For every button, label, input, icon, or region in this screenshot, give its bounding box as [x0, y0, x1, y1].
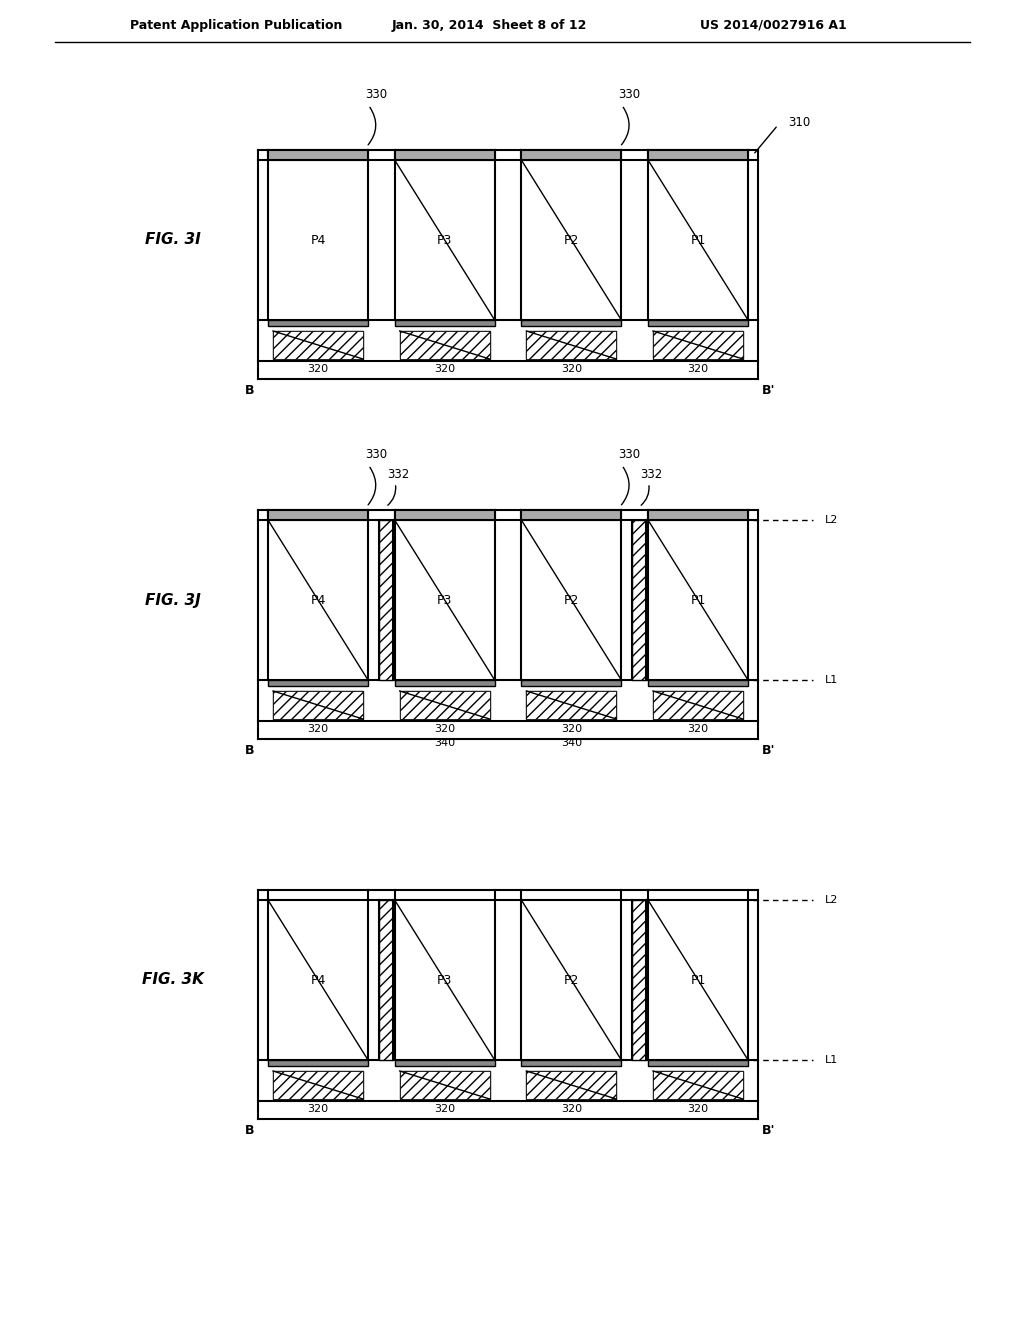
Bar [632, 520, 646, 680]
Bar [526, 331, 616, 359]
Bar [653, 690, 743, 719]
Bar [526, 1071, 616, 1100]
Bar [632, 900, 646, 1060]
Text: P2: P2 [563, 594, 579, 606]
Text: P3: P3 [437, 234, 453, 247]
Text: 332: 332 [641, 469, 663, 482]
Text: B: B [245, 744, 254, 758]
Bar [394, 680, 495, 686]
Text: L1: L1 [825, 1055, 839, 1065]
Bar [653, 1071, 743, 1100]
Text: P4: P4 [310, 974, 326, 986]
Text: 320: 320 [434, 364, 456, 374]
Text: P2: P2 [563, 974, 579, 986]
Bar [521, 1060, 622, 1067]
Text: 340: 340 [561, 738, 582, 748]
Text: 320: 320 [687, 723, 709, 734]
Text: 320: 320 [561, 364, 582, 374]
Bar [653, 690, 743, 719]
Bar [268, 150, 368, 160]
Text: 330: 330 [618, 449, 641, 462]
Text: 320: 320 [307, 364, 329, 374]
Bar [268, 510, 368, 520]
Bar [273, 1071, 362, 1100]
Bar [653, 1071, 743, 1100]
Bar [268, 1060, 368, 1067]
Bar [394, 510, 495, 520]
Bar [653, 331, 743, 359]
Text: P2: P2 [563, 234, 579, 247]
Text: L2: L2 [825, 515, 839, 525]
Text: B': B' [762, 384, 775, 397]
Text: 320: 320 [561, 723, 582, 734]
Bar [648, 680, 748, 686]
Text: B: B [245, 384, 254, 397]
Text: 330: 330 [618, 88, 641, 102]
Bar [268, 680, 368, 686]
Bar [521, 150, 622, 160]
Bar [648, 1060, 748, 1067]
Text: 320: 320 [307, 1104, 329, 1114]
Text: 320: 320 [687, 364, 709, 374]
Text: 340: 340 [434, 738, 456, 748]
Text: FIG. 3I: FIG. 3I [145, 232, 201, 248]
Text: FIG. 3J: FIG. 3J [145, 593, 201, 607]
Bar [268, 319, 368, 326]
Bar [521, 510, 622, 520]
Text: P1: P1 [690, 234, 706, 247]
Bar [273, 690, 362, 719]
Bar [521, 319, 622, 326]
Bar [273, 690, 362, 719]
Text: L1: L1 [825, 675, 839, 685]
Bar [399, 1071, 489, 1100]
Text: P4: P4 [310, 234, 326, 247]
Bar [526, 1071, 616, 1100]
Text: B': B' [762, 744, 775, 758]
Text: 320: 320 [687, 1104, 709, 1114]
Text: 320: 320 [561, 1104, 582, 1114]
Text: 320: 320 [434, 1104, 456, 1114]
Bar [648, 319, 748, 326]
Text: P4: P4 [310, 594, 326, 606]
Bar [521, 680, 622, 686]
Text: L2: L2 [825, 895, 839, 906]
Text: 332: 332 [387, 469, 410, 482]
Bar [399, 690, 489, 719]
Bar [526, 331, 616, 359]
Text: 320: 320 [307, 723, 329, 734]
Bar [394, 319, 495, 326]
Text: FIG. 3K: FIG. 3K [142, 973, 204, 987]
Text: B': B' [762, 1125, 775, 1138]
Text: P1: P1 [690, 594, 706, 606]
Bar [399, 1071, 489, 1100]
Text: 320: 320 [434, 723, 456, 734]
Text: Patent Application Publication: Patent Application Publication [130, 18, 342, 32]
Text: US 2014/0027916 A1: US 2014/0027916 A1 [700, 18, 847, 32]
Bar [526, 690, 616, 719]
Bar [526, 690, 616, 719]
Bar [399, 331, 489, 359]
Bar [399, 331, 489, 359]
Text: P3: P3 [437, 594, 453, 606]
Text: P3: P3 [437, 974, 453, 986]
Bar [379, 900, 392, 1060]
Text: P1: P1 [690, 974, 706, 986]
Bar [273, 1071, 362, 1100]
Text: 330: 330 [366, 88, 387, 102]
Text: 330: 330 [366, 449, 387, 462]
Bar [394, 1060, 495, 1067]
Text: Jan. 30, 2014  Sheet 8 of 12: Jan. 30, 2014 Sheet 8 of 12 [392, 18, 588, 32]
Bar [648, 150, 748, 160]
Bar [273, 331, 362, 359]
Bar [379, 520, 392, 680]
Text: 310: 310 [787, 116, 810, 128]
Bar [394, 150, 495, 160]
Bar [273, 331, 362, 359]
Bar [399, 690, 489, 719]
Bar [653, 331, 743, 359]
Text: B: B [245, 1125, 254, 1138]
Bar [648, 510, 748, 520]
